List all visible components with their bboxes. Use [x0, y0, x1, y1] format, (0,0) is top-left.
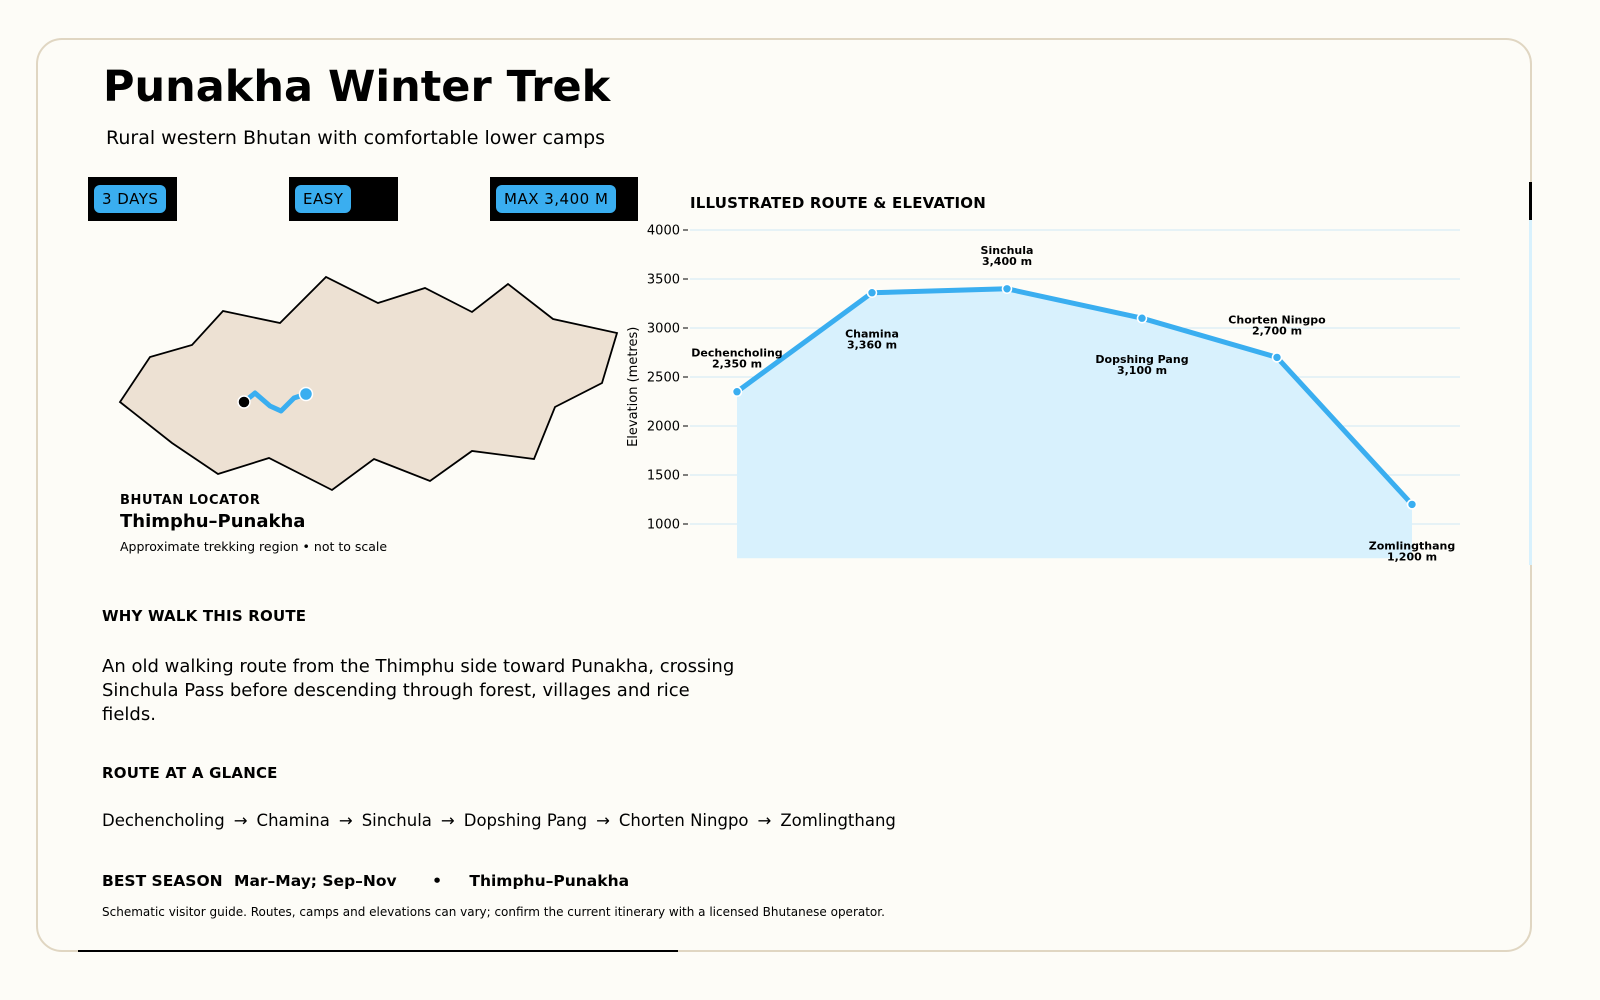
- start-marker: [237, 395, 251, 409]
- why-heading: WHY WALK THIS ROUTE: [102, 607, 307, 625]
- elevation-area: [737, 288, 1412, 559]
- altitude-badge-box: MAX 3,400 M: [490, 177, 638, 221]
- glance-heading: ROUTE AT A GLANCE: [102, 764, 278, 782]
- waypoint-marker: [1271, 352, 1283, 363]
- y-axis-label: Elevation (metres): [626, 327, 641, 447]
- edge-marker-fill: [1529, 220, 1532, 565]
- footer-divider: [78, 950, 678, 952]
- best-season: BEST SEASON Mar–May; Sep–Nov • Thimphu–P…: [102, 872, 629, 890]
- bhutan-locator-map: [118, 275, 619, 492]
- y-tick-label: 1500: [647, 469, 680, 484]
- waypoint-elevation-label: 3,360 m: [847, 339, 897, 352]
- waypoint-elevation-label: 2,350 m: [712, 358, 762, 371]
- waypoint-elevation-label: 3,100 m: [1117, 364, 1167, 377]
- waypoint-name: Zomlingthang: [1369, 539, 1455, 552]
- chart-title: ILLUSTRATED ROUTE & ELEVATION: [690, 194, 987, 212]
- bhutan-outline: [118, 275, 619, 492]
- route-stop: Dechencholing: [102, 811, 225, 830]
- waypoint-marker: [1001, 283, 1013, 295]
- route-arrow: →: [440, 811, 455, 830]
- duration-badge: 3 DAYS: [94, 185, 167, 213]
- route-stop: Dopshing Pang: [463, 811, 588, 830]
- duration-badge-box: 3 DAYS: [88, 177, 177, 221]
- route-stop: Chorten Ningpo: [618, 811, 749, 830]
- waypoint-elevation-label: 2,700 m: [1252, 324, 1302, 337]
- waypoint-name: Chorten Ningpo: [1228, 313, 1326, 326]
- route-stop: Chamina: [256, 811, 330, 830]
- y-tick-label: 2500: [647, 371, 680, 386]
- y-tick-label: 3000: [647, 322, 680, 337]
- route-stops: Dechencholing → Chamina → Sinchula → Dopshing …: [102, 811, 896, 830]
- y-tick-label: 2000: [647, 420, 680, 435]
- locator-heading: BHUTAN LOCATOR: [120, 493, 261, 508]
- page-title: Punakha Winter Trek: [103, 62, 611, 112]
- route-line: [241, 390, 309, 414]
- waypoint-elevation-label: 3,400 m: [982, 255, 1032, 268]
- route-stop: Sinchula: [361, 811, 432, 830]
- elevation-line: [734, 286, 1415, 507]
- locator-name: Thimphu–Punakha: [120, 511, 306, 532]
- waypoint-marker: [1136, 312, 1148, 324]
- elevation-chart: 1000 1500 2000 2500 3000 3500 4000 Elevation (m…: [626, 224, 1460, 563]
- locator-note: Approximate trekking region • not to sca…: [120, 539, 388, 554]
- season-label: BEST SEASON: [102, 872, 223, 890]
- y-tick-label: 3500: [647, 273, 680, 288]
- waypoint-name: Chamina: [845, 328, 899, 341]
- season-value: Mar–May; Sep–Nov: [234, 872, 397, 890]
- why-text: An old walking route from the Thimphu si…: [102, 656, 735, 725]
- season-separator: •: [432, 872, 442, 890]
- y-tick-label: 4000: [647, 224, 680, 239]
- y-tick-label: 1000: [647, 518, 680, 533]
- route-arrow: →: [338, 811, 353, 830]
- difficulty-badge: EASY: [295, 185, 352, 213]
- route-arrow: →: [233, 811, 248, 830]
- waypoint-name: Dopshing Pang: [1095, 353, 1188, 366]
- disclaimer: Schematic visitor guide. Routes, camps a…: [102, 905, 885, 919]
- difficulty-badge-box: EASY: [289, 177, 398, 221]
- waypoint-marker: [731, 386, 743, 397]
- edge-marker: [1529, 182, 1532, 220]
- altitude-badge: MAX 3,400 M: [496, 185, 617, 213]
- page-subtitle: Rural western Bhutan with comfortable lo…: [106, 127, 606, 149]
- waypoint-marker: [1406, 499, 1418, 510]
- season-region: Thimphu–Punakha: [469, 872, 630, 890]
- waypoint-name: Dechencholing: [691, 347, 782, 360]
- route-stop: Zomlingthang: [780, 811, 896, 830]
- end-marker: [298, 386, 314, 402]
- route-arrow: →: [757, 811, 772, 830]
- waypoint-name: Sinchula: [981, 244, 1034, 257]
- waypoint-marker: [866, 287, 878, 299]
- waypoint-elevation-label: 1,200 m: [1387, 550, 1437, 563]
- route-arrow: →: [596, 811, 610, 830]
